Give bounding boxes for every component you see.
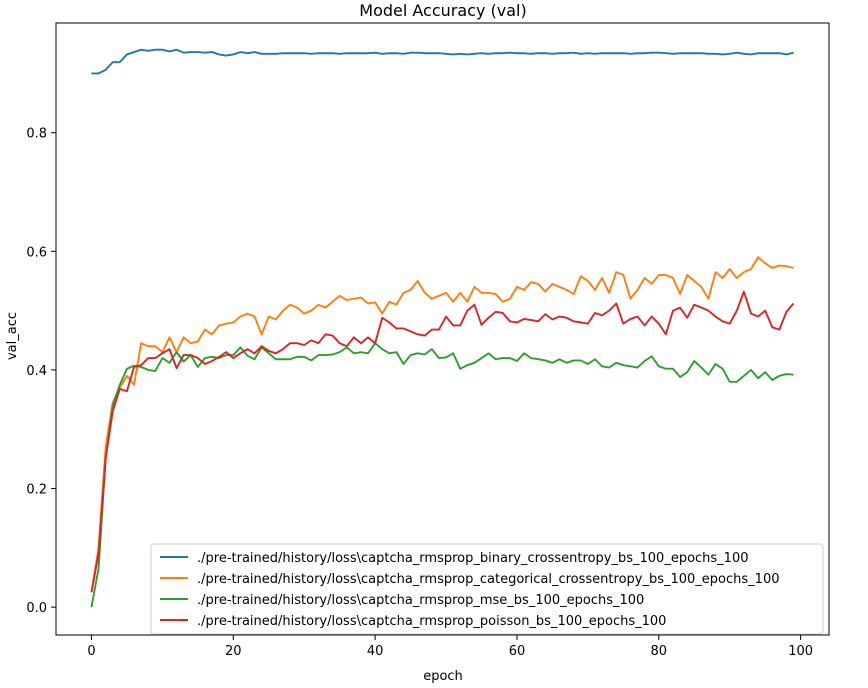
y-axis-title: val_acc xyxy=(5,312,20,360)
legend-label-2: ./pre-trained/history/loss\captcha_rmspr… xyxy=(197,572,779,587)
legend-label-3: ./pre-trained/history/loss\captcha_rmspr… xyxy=(197,593,644,608)
x-tick-label: 20 xyxy=(225,644,242,659)
plot-frame xyxy=(55,22,830,636)
legend: ./pre-trained/history/loss\captcha_rmspr… xyxy=(150,543,824,635)
y-tick-label: 0.8 xyxy=(26,127,47,142)
y-tick-label: 0.2 xyxy=(26,483,47,498)
series-line-3 xyxy=(90,342,794,608)
x-tick-label: 60 xyxy=(509,644,526,659)
legend-label-1: ./pre-trained/history/loss\captcha_rmspr… xyxy=(197,551,749,566)
y-tick-label: 0.0 xyxy=(26,601,47,616)
series-line-2 xyxy=(90,256,794,593)
y-axis-ticks: 0.0 0.2 0.4 0.6 0.8 xyxy=(26,127,56,616)
series-line-1 xyxy=(91,48,794,75)
x-tick-label: 100 xyxy=(788,644,813,659)
series-layer xyxy=(90,48,795,608)
y-tick-label: 0.6 xyxy=(26,245,47,260)
x-tick-label: 0 xyxy=(87,644,95,659)
series-line-4 xyxy=(90,290,795,593)
x-axis-ticks: 0 20 40 60 80 100 xyxy=(87,635,813,659)
legend-box xyxy=(150,543,824,635)
chart-title: Model Accuracy (val) xyxy=(359,1,526,20)
legend-label-4: ./pre-trained/history/loss\captcha_rmspr… xyxy=(197,614,666,629)
y-tick-label: 0.4 xyxy=(26,364,47,379)
x-axis-title: epoch xyxy=(423,669,463,684)
x-tick-label: 40 xyxy=(367,644,384,659)
x-tick-label: 80 xyxy=(651,644,668,659)
